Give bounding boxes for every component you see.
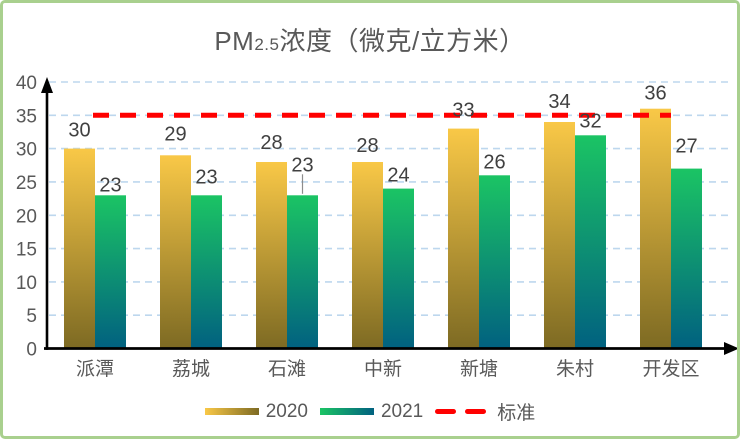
y-tick-label: 25 [16, 173, 37, 194]
title-text-subscript: 2.5 [254, 35, 280, 54]
bar-2021-0 [95, 195, 126, 349]
x-tick-label: 派潭 [76, 358, 114, 380]
legend: 2020 2021 标准 [3, 398, 737, 425]
data-label-2021-0: 23 [99, 174, 121, 196]
x-tick-label: 中新 [364, 358, 402, 380]
bar-2020-0 [64, 148, 95, 349]
title-text-pm: PM [214, 26, 255, 56]
data-label-2021-4: 26 [483, 151, 505, 173]
legend-swatch-2021-icon [319, 408, 374, 415]
bar-2020-4 [448, 128, 479, 349]
data-label-2021-5: 32 [579, 110, 601, 132]
pm25-bar-chart: 0 5 10 15 20 25 30 35 40 30 29 28 28 33 34 36 23 23 23 24 26… [16, 73, 737, 380]
x-axis-arrowhead-icon [724, 342, 737, 355]
y-tick-label: 35 [16, 106, 37, 127]
bar-2020-1 [160, 155, 191, 349]
data-label-2020-0: 30 [68, 120, 90, 142]
data-label-2021-1: 23 [195, 166, 217, 188]
y-tick-label: 10 [16, 273, 37, 294]
bar-2021-1 [191, 195, 222, 349]
legend-label-2020: 2020 [265, 400, 308, 422]
data-label-2021-3: 24 [387, 165, 409, 187]
data-label-2020-1: 29 [164, 123, 186, 145]
legend-label-2021: 2021 [380, 400, 424, 422]
legend-item-2021: 2021 [319, 400, 424, 423]
bar-2021-2 [287, 195, 318, 349]
bar-2020-3 [352, 162, 383, 349]
y-tick-label: 40 [16, 73, 37, 94]
y-tick-label: 30 [16, 140, 37, 161]
chart-title: PM2.5浓度（微克/立方米） [3, 25, 737, 61]
x-tick-label: 朱村 [556, 358, 594, 380]
data-label-2020-4: 33 [452, 100, 474, 122]
y-tick-label: 20 [16, 206, 37, 227]
data-label-2020-3: 28 [356, 135, 378, 157]
bar-2020-5 [544, 122, 575, 349]
x-tick-label: 开发区 [642, 358, 699, 380]
bar-2021-3 [383, 188, 414, 349]
bar-2021-4 [479, 175, 510, 349]
data-label-2021-6: 27 [675, 136, 697, 158]
bar-2021-5 [575, 135, 606, 349]
legend-dash-icon [435, 409, 487, 414]
x-tick-label: 荔城 [172, 358, 210, 380]
data-label-2020-6: 36 [644, 83, 666, 105]
x-tick-label: 石滩 [268, 358, 306, 380]
legend-swatch-2020-icon [204, 408, 259, 415]
y-tick-label: 15 [16, 240, 37, 261]
data-label-2020-2: 28 [260, 132, 282, 154]
bar-2020-2 [256, 162, 287, 349]
bar-2020-6 [640, 108, 671, 349]
legend-label-standard: 标准 [497, 403, 536, 424]
legend-item-2020: 2020 [204, 400, 308, 423]
y-tick-label: 0 [26, 340, 37, 361]
bar-2021-6 [671, 168, 702, 349]
x-tick-label: 新塘 [460, 358, 498, 380]
y-tick-label: 5 [26, 306, 37, 327]
data-label-2020-5: 34 [548, 91, 570, 113]
legend-item-standard: 标准 [435, 398, 535, 425]
title-text-unit: 浓度（微克/立方米） [279, 26, 526, 56]
data-label-2021-2: 23 [291, 154, 313, 176]
y-axis-arrowhead-icon [41, 77, 53, 93]
